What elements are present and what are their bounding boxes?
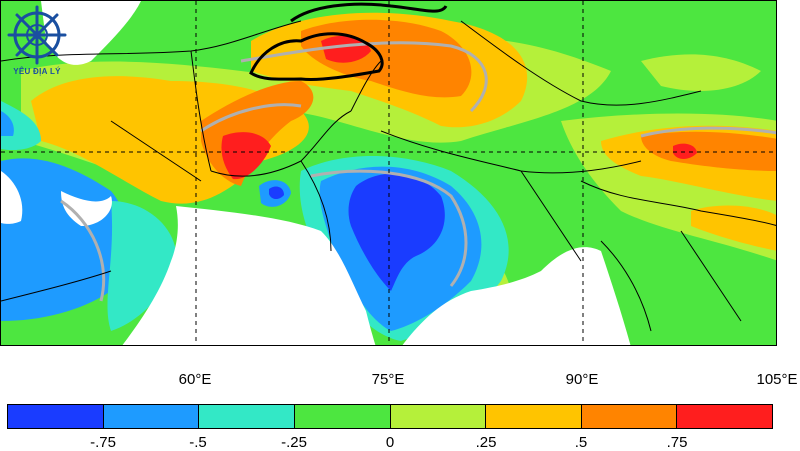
colorbar-tick-label: .75: [666, 434, 688, 451]
colorbar-swatch: [486, 405, 582, 428]
white-sea-areas: [1, 1, 631, 345]
country-borders: [1, 20, 776, 332]
lon-label-90: 90°E: [565, 371, 599, 388]
colorbar-swatch: [199, 405, 295, 428]
colorbar-swatch: [390, 405, 487, 428]
anomaly-map: [1, 1, 776, 345]
lon-label-60: 60°E: [178, 371, 212, 388]
colorbar-tick-label: .25: [475, 434, 497, 451]
colorbar-swatch: [677, 405, 772, 428]
field-blue-west: [1, 101, 176, 331]
colorbar-tick-label: -.5: [189, 434, 207, 451]
logo-text: YÊU ĐỊA LÝ: [13, 67, 61, 76]
lon-label-105: 105°E: [756, 371, 798, 388]
colorbar-swatch: [103, 405, 200, 428]
colorbar-tick-label: -.25: [281, 434, 307, 451]
yeu-dia-ly-logo: YÊU ĐỊA LÝ: [6, 4, 68, 84]
colorbar-tick-label: .5: [574, 434, 588, 451]
map-panel: [0, 0, 777, 346]
colorbar-swatch: [581, 405, 678, 428]
colorbar: [7, 404, 773, 429]
colorbar-swatch: [8, 405, 104, 428]
gray-contours: [60, 41, 776, 302]
highlighted-region-outline: [249, 2, 448, 81]
colorbar-tick-label: -.75: [90, 434, 116, 451]
ship-wheel-icon: [7, 5, 67, 65]
graticule: [1, 1, 776, 345]
field-red: [221, 35, 697, 180]
colorbar-swatch: [294, 405, 391, 428]
colorbar-tick-label: 0: [385, 434, 395, 451]
lon-label-75: 75°E: [371, 371, 405, 388]
